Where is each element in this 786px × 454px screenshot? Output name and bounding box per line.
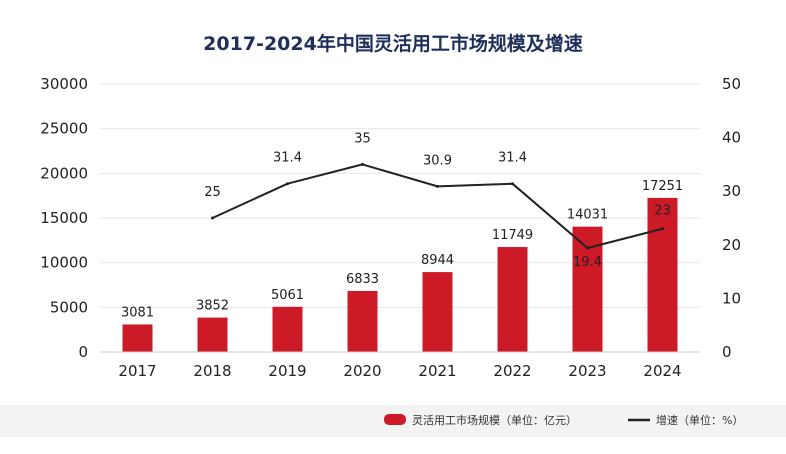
x-tick-label: 2022	[493, 362, 531, 380]
line-point	[211, 216, 214, 220]
bar	[647, 197, 678, 352]
bar-value-label: 6833	[346, 272, 379, 287]
x-tick-label: 2019	[268, 362, 306, 380]
bar-series: 3081 3852 5061 6833 8944 11749 14031 17251	[121, 179, 683, 352]
line-value-label: 31.4	[498, 151, 527, 166]
right-y-tick-label: 40	[722, 129, 741, 147]
bar	[422, 272, 453, 352]
x-tick-label: 2018	[193, 362, 231, 380]
left-y-tick-label: 5000	[50, 298, 88, 316]
line-point	[586, 246, 589, 250]
line-point	[661, 227, 664, 231]
left-y-tick-label: 15000	[40, 209, 88, 227]
bar	[347, 290, 378, 352]
bar-value-label: 14031	[567, 208, 608, 223]
bar-value-label: 3081	[121, 305, 154, 320]
bar	[497, 247, 528, 352]
legend-bar-label: 灵活用工市场规模（单位：亿元）	[412, 413, 577, 427]
line-value-label: 23	[654, 204, 671, 219]
grid-lines	[100, 83, 700, 308]
bar-value-label: 3852	[196, 299, 229, 314]
legend: 灵活用工市场规模（单位：亿元） 增速（单位：%）	[0, 405, 786, 437]
right-y-tick-label: 10	[722, 289, 741, 307]
x-tick-label: 2017	[118, 362, 156, 380]
x-axis: 2017 2018 2019 2020 2021 2022 2023 2024	[100, 351, 700, 380]
left-y-tick-label: 20000	[40, 164, 88, 182]
left-y-tick-label: 0	[78, 343, 88, 361]
line-value-label: 30.9	[423, 153, 452, 168]
left-y-tick-label: 25000	[40, 120, 88, 138]
x-tick-label: 2024	[643, 362, 681, 380]
x-tick-label: 2021	[418, 362, 456, 380]
line-point	[511, 182, 514, 186]
bar-value-label: 5061	[271, 288, 304, 303]
bar	[197, 317, 228, 352]
line-point	[361, 162, 364, 166]
line-value-label: 31.4	[273, 151, 302, 166]
right-y-tick-label: 20	[722, 236, 741, 254]
line-value-label: 25	[204, 185, 221, 200]
bar-value-label: 11749	[492, 228, 533, 243]
line-point	[286, 182, 289, 186]
bar-value-label: 17251	[642, 179, 683, 194]
left-y-tick-label: 30000	[40, 75, 88, 93]
x-tick-label: 2020	[343, 362, 381, 380]
legend-bar-swatch	[384, 414, 406, 425]
bar	[272, 306, 303, 352]
chart-title: 2017-2024年中国灵活用工市场规模及增速	[203, 32, 583, 55]
right-y-tick-label: 0	[722, 343, 732, 361]
line-point	[436, 184, 439, 188]
right-y-axis: 0 10 20 30 40 50	[722, 75, 741, 361]
line-value-label: 19.4	[573, 255, 602, 270]
line-series: 25 31.4 35 30.9 31.4 19.4 23	[204, 131, 671, 270]
bar-value-label: 8944	[421, 253, 454, 268]
right-y-tick-label: 30	[722, 182, 741, 200]
left-y-tick-label: 10000	[40, 254, 88, 272]
left-y-axis: 0 5000 10000 15000 20000 25000 30000	[40, 75, 88, 361]
bar	[122, 324, 153, 352]
right-y-tick-label: 50	[722, 75, 741, 93]
line-value-label: 35	[354, 131, 371, 146]
x-tick-label: 2023	[568, 362, 606, 380]
legend-line-label: 增速（单位：%）	[656, 413, 743, 427]
